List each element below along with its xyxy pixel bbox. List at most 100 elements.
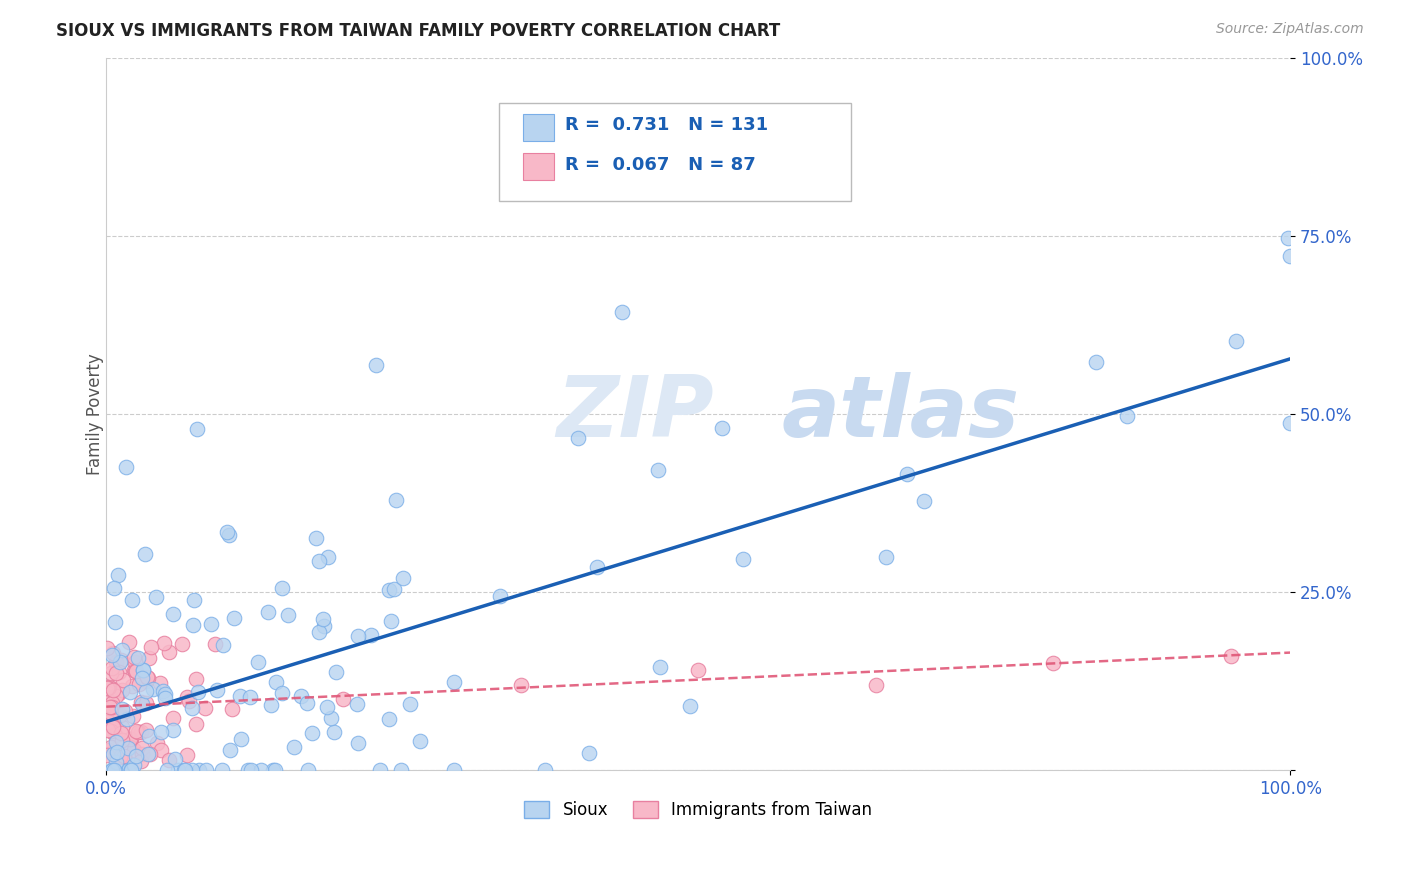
Point bbox=[218, 528, 240, 542]
Point bbox=[271, 686, 294, 700]
Point bbox=[127, 651, 149, 665]
Point bbox=[162, 711, 184, 725]
Point bbox=[97, 680, 120, 694]
Legend: Sioux, Immigrants from Taiwan: Sioux, Immigrants from Taiwan bbox=[517, 794, 879, 826]
Point bbox=[112, 748, 135, 763]
Point bbox=[117, 763, 139, 777]
Point bbox=[264, 675, 287, 690]
Point bbox=[648, 660, 671, 674]
Point bbox=[312, 612, 335, 626]
Point bbox=[181, 700, 204, 714]
Point bbox=[101, 648, 124, 663]
Point bbox=[105, 665, 128, 680]
Point bbox=[107, 567, 129, 582]
Point bbox=[115, 712, 138, 726]
Point bbox=[162, 607, 184, 621]
Point bbox=[145, 590, 167, 604]
Point bbox=[96, 641, 118, 656]
Point bbox=[125, 723, 148, 738]
Point bbox=[489, 590, 512, 604]
Point bbox=[308, 625, 330, 640]
Point bbox=[142, 681, 165, 696]
Point bbox=[110, 720, 132, 734]
Point bbox=[132, 663, 155, 677]
Point bbox=[211, 763, 233, 777]
Point bbox=[108, 685, 131, 699]
Point bbox=[101, 720, 124, 734]
Point bbox=[221, 702, 243, 716]
Point bbox=[101, 747, 124, 761]
Point bbox=[136, 747, 159, 762]
Point bbox=[1277, 231, 1299, 245]
Point bbox=[205, 683, 228, 698]
Point bbox=[896, 467, 918, 482]
Point bbox=[124, 655, 146, 669]
Point bbox=[125, 664, 148, 678]
Point bbox=[509, 677, 531, 691]
Point bbox=[875, 549, 897, 564]
Point bbox=[711, 421, 734, 435]
Y-axis label: Family Poverty: Family Poverty bbox=[86, 353, 104, 475]
Point bbox=[124, 664, 146, 678]
Point bbox=[139, 640, 162, 655]
Point bbox=[176, 748, 198, 763]
Point bbox=[301, 726, 323, 740]
Point bbox=[195, 763, 218, 777]
Point bbox=[129, 695, 152, 709]
Point bbox=[312, 618, 335, 632]
Point bbox=[104, 763, 127, 777]
Point bbox=[104, 735, 127, 749]
Point bbox=[104, 728, 127, 742]
Point bbox=[283, 740, 305, 755]
Point bbox=[368, 763, 391, 777]
Text: R =  0.731   N = 131: R = 0.731 N = 131 bbox=[565, 116, 768, 134]
Point bbox=[249, 763, 271, 777]
Point bbox=[647, 463, 669, 477]
Point bbox=[443, 763, 465, 777]
Point bbox=[194, 701, 217, 715]
Point bbox=[108, 750, 131, 764]
Point bbox=[120, 763, 142, 777]
Point bbox=[1279, 249, 1302, 263]
Point bbox=[124, 650, 146, 665]
Point bbox=[155, 690, 177, 705]
Point bbox=[323, 724, 346, 739]
Point bbox=[100, 724, 122, 739]
Point bbox=[100, 739, 122, 754]
Point bbox=[162, 723, 184, 737]
Point bbox=[138, 650, 160, 665]
Point bbox=[578, 747, 600, 761]
Point bbox=[316, 699, 339, 714]
Point bbox=[174, 763, 197, 777]
Point bbox=[443, 675, 465, 690]
Point bbox=[135, 723, 157, 738]
Point bbox=[134, 547, 156, 561]
Point bbox=[166, 763, 188, 777]
Point bbox=[186, 422, 208, 436]
Point bbox=[181, 617, 204, 632]
Point bbox=[136, 670, 159, 684]
Point bbox=[100, 706, 122, 720]
Point bbox=[186, 716, 208, 731]
Point bbox=[731, 552, 754, 566]
Point bbox=[101, 647, 124, 661]
Point bbox=[270, 581, 292, 595]
Point bbox=[238, 763, 260, 777]
Point bbox=[865, 677, 887, 691]
Point bbox=[1115, 409, 1137, 423]
Point bbox=[122, 663, 145, 677]
Point bbox=[124, 743, 146, 757]
Point bbox=[183, 592, 205, 607]
Point bbox=[105, 689, 128, 703]
Point bbox=[187, 684, 209, 698]
Point bbox=[122, 757, 145, 772]
Point bbox=[136, 671, 159, 685]
Point bbox=[132, 663, 155, 677]
Point bbox=[131, 740, 153, 755]
Point bbox=[118, 731, 141, 746]
Point bbox=[585, 560, 607, 574]
Point bbox=[200, 617, 222, 632]
Point bbox=[347, 736, 370, 750]
Point bbox=[170, 637, 193, 651]
Point bbox=[107, 665, 129, 679]
